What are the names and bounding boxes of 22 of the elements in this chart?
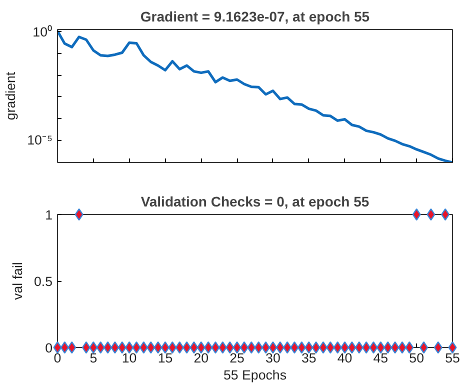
- x-tick-label: 35: [301, 350, 316, 366]
- x-tick-label: 15: [158, 350, 173, 366]
- x-tick-label: 20: [194, 350, 209, 366]
- y-axis-title: gradient: [3, 72, 18, 120]
- y-tick-label: 1: [45, 208, 53, 222]
- x-tick-label: 50: [409, 350, 424, 366]
- x-tick-label: 5: [90, 350, 98, 366]
- chart-title: Validation Checks = 0, at epoch 55: [140, 194, 370, 210]
- y-tick-label: 10⁰: [32, 24, 53, 40]
- x-axis-title: 55 Epochs: [224, 368, 287, 382]
- x-tick-label: 45: [373, 350, 388, 366]
- y-axis-title: val fail: [10, 262, 25, 300]
- x-tick-label: 55: [445, 350, 460, 366]
- x-tick-label: 40: [337, 350, 352, 366]
- y-tick-label: 0.5: [34, 274, 53, 289]
- line-series: [58, 30, 452, 162]
- y-tick-label: 0: [45, 340, 53, 356]
- x-tick-label: 10: [122, 350, 137, 366]
- x-tick-label: 30: [266, 350, 280, 366]
- x-tick-label: 25: [230, 350, 244, 366]
- chart-title: Gradient = 9.1623e-07, at epoch 55: [140, 8, 370, 24]
- y-tick-label: 10⁻⁵: [27, 132, 53, 148]
